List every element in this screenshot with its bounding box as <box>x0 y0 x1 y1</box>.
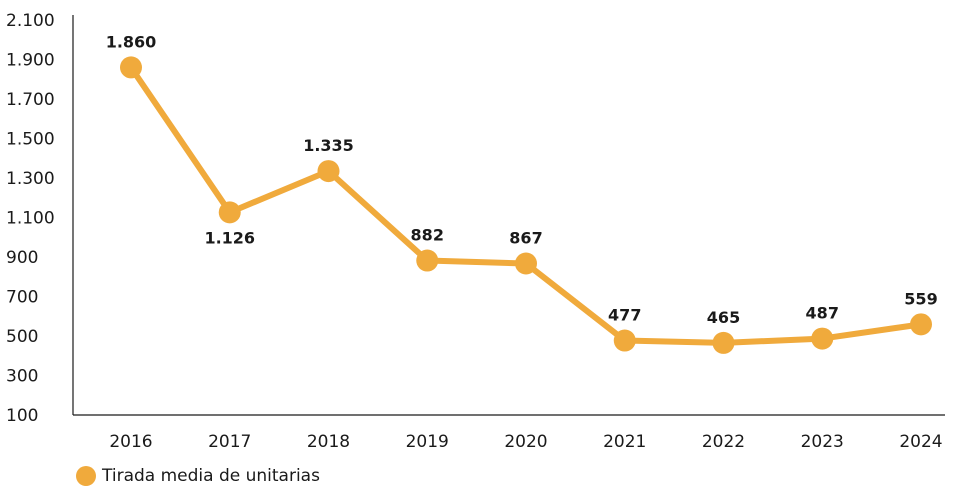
data-label: 1.860 <box>106 32 157 51</box>
line-chart: 2.100 1.900 1.700 1.500 1.300 1.100 900 700 500 3… <box>6 11 945 452</box>
y-tick-label: 1.500 <box>6 130 55 150</box>
series-layer <box>120 56 932 354</box>
series-line <box>128 64 924 346</box>
x-tick-label: 2018 <box>307 432 350 452</box>
legend: Tirada media de unitarias <box>76 466 320 486</box>
y-tick-label: 100 <box>6 406 38 426</box>
y-tick-label: 1.700 <box>6 90 55 110</box>
y-tick-label: 1.900 <box>6 51 55 71</box>
x-tick-label: 2019 <box>406 432 449 452</box>
y-tick-label: 700 <box>6 288 38 308</box>
data-label: 559 <box>904 289 937 308</box>
data-label: 1.335 <box>303 136 354 155</box>
data-point <box>910 313 932 336</box>
y-tick-label: 500 <box>6 327 38 347</box>
x-tick-label: 2021 <box>603 432 646 452</box>
data-point <box>120 56 142 79</box>
data-point <box>416 249 439 272</box>
data-label: 867 <box>509 229 542 248</box>
y-tick-label: 2.100 <box>6 11 55 31</box>
data-label: 882 <box>411 226 444 245</box>
data-label: 1.126 <box>204 228 255 247</box>
legend-marker <box>76 466 96 486</box>
x-tick-label: 2024 <box>899 432 942 452</box>
data-point <box>613 329 636 352</box>
y-tick-label: 1.100 <box>6 209 55 229</box>
data-label: 465 <box>707 308 740 327</box>
x-tick-label: 2017 <box>208 432 251 452</box>
axes <box>72 15 945 416</box>
y-tick-label: 1.300 <box>6 169 55 189</box>
x-tick-label: 2020 <box>504 432 547 452</box>
x-tick-label: 2023 <box>801 432 844 452</box>
legend-label: Tirada media de unitarias <box>102 466 320 486</box>
x-axis-ticks: 2016 2017 2018 2019 2020 2021 2022 2023 2024 <box>109 432 942 452</box>
x-tick-label: 2022 <box>702 432 745 452</box>
data-point <box>515 252 537 275</box>
y-tick-label: 900 <box>6 248 38 268</box>
data-label: 487 <box>806 304 839 323</box>
data-point <box>218 201 241 224</box>
data-point <box>712 331 735 354</box>
x-tick-label: 2016 <box>109 432 152 452</box>
data-label: 477 <box>608 306 641 325</box>
y-tick-label: 300 <box>6 367 38 387</box>
data-labels: 1.860 1.126 1.335 882 867 477 465 487 559 <box>106 32 938 327</box>
data-point <box>317 160 340 183</box>
data-point <box>811 327 834 350</box>
y-axis-ticks: 2.100 1.900 1.700 1.500 1.300 1.100 900 700 500 3… <box>6 11 55 426</box>
